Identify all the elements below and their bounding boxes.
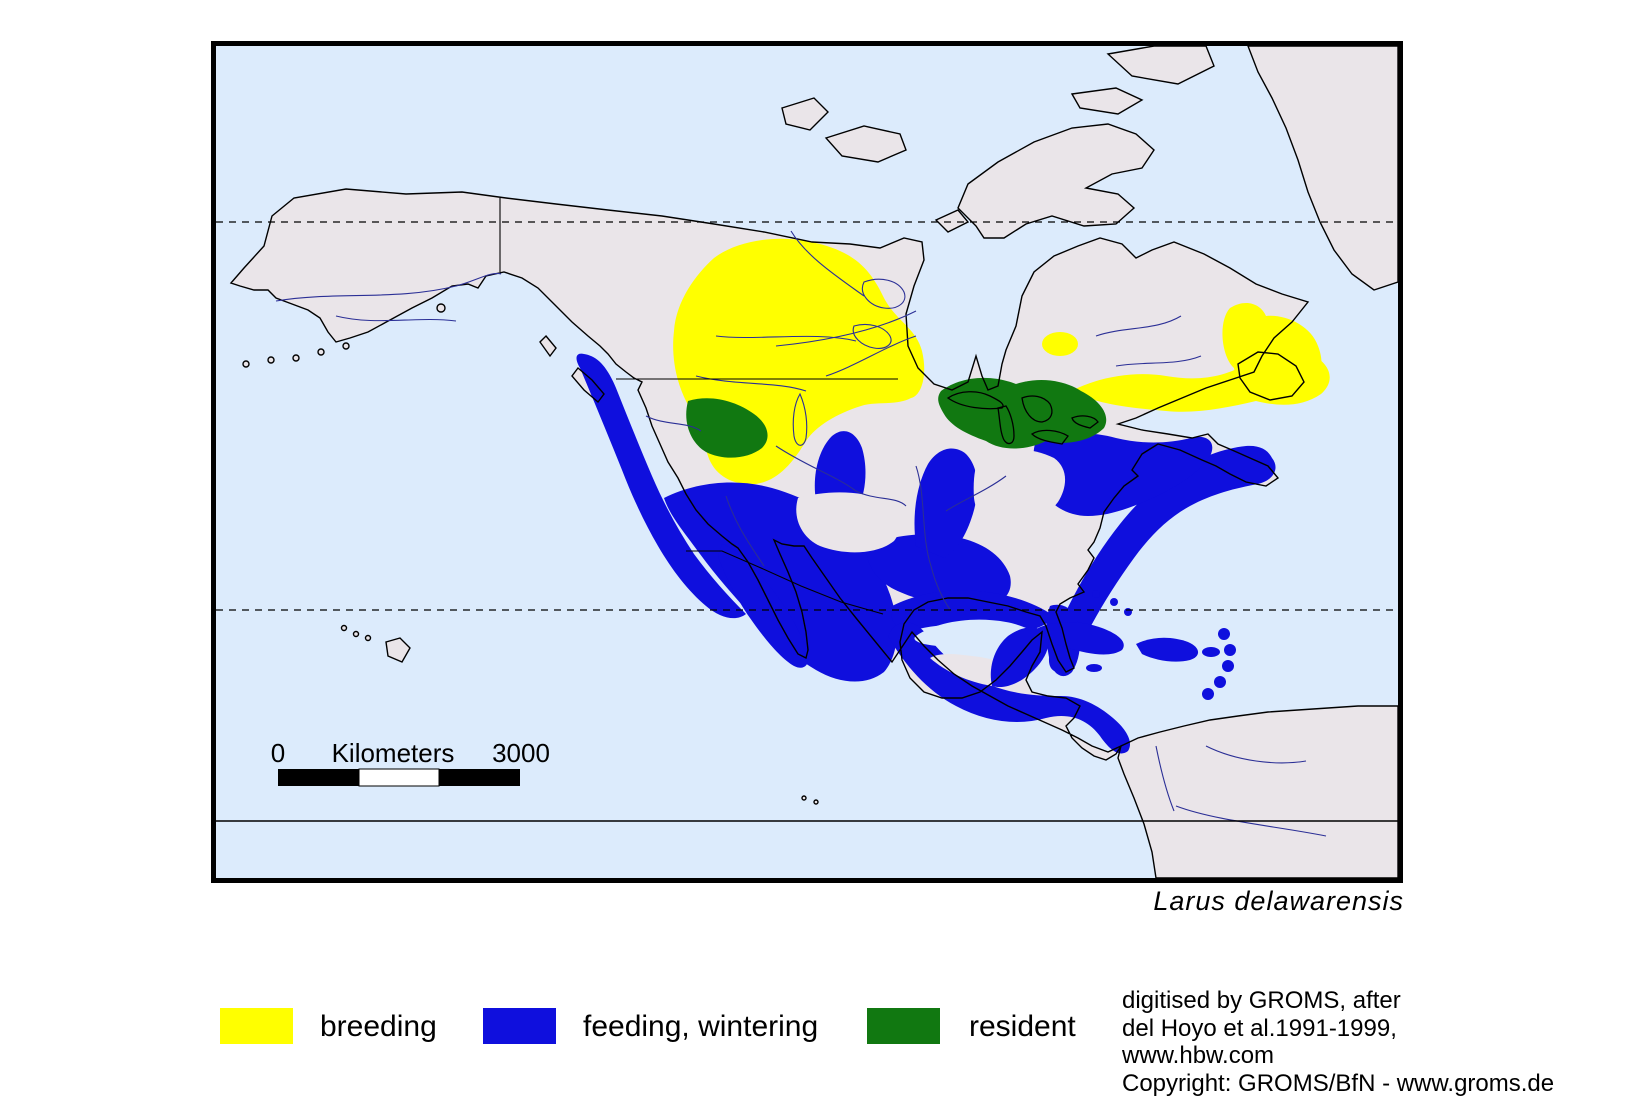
lake-michigan-outline — [997, 405, 1015, 445]
distribution-map-svg: 0 Kilometers 3000 — [216, 46, 1398, 878]
churchill-river — [775, 310, 917, 347]
wintering-baja — [718, 544, 809, 668]
nelson-river — [825, 335, 917, 377]
credits-block: digitised by GROMS, after del Hoyo et al… — [1122, 987, 1554, 1097]
lake-erie-outline — [1030, 429, 1069, 445]
gap-appalachia — [973, 449, 1066, 528]
wintering-bahamas — [1124, 608, 1132, 616]
wintering-puerto-rico — [1202, 647, 1220, 657]
gap-southern-plains — [796, 492, 900, 553]
breeding-patch-james-bay — [1042, 332, 1078, 356]
ohio-river — [945, 475, 1007, 512]
wintering-hispaniola — [1136, 637, 1199, 662]
latitude-lines — [216, 221, 1398, 822]
scale-end-label: 3000 — [492, 738, 550, 768]
colorado-river — [725, 495, 765, 567]
wintering-pacific-band — [576, 353, 746, 619]
magdalena-river — [1155, 745, 1175, 812]
peace-river — [715, 335, 857, 342]
scale-segment-2 — [358, 768, 440, 787]
resident-great-lakes-patch — [938, 377, 1107, 449]
legend-label-resident: resident — [969, 1010, 1076, 1043]
great-lakes-outlines — [946, 391, 1099, 445]
wintering-central-america — [888, 622, 1131, 754]
scale-segment-1 — [278, 769, 359, 786]
yukon-river — [275, 272, 502, 302]
wintering-antilles — [1214, 676, 1226, 688]
wintering-antilles — [1202, 688, 1214, 700]
credits-line-1: digitised by GROMS, after — [1122, 987, 1401, 1014]
scale-segment-3 — [439, 769, 520, 786]
great-bear-lake-outline — [862, 278, 906, 309]
legend-label-breeding: breeding — [320, 1010, 437, 1043]
resident-range-layer — [686, 377, 1107, 458]
scale-bar: 0 Kilometers 3000 — [271, 738, 550, 787]
kuskokwim-river — [335, 315, 457, 322]
orinoco-river — [1205, 745, 1307, 764]
mississippi-river — [915, 465, 952, 612]
mackenzie-river — [790, 230, 865, 297]
lake-winnipeg-outline — [792, 392, 808, 446]
wintering-range-layer — [576, 353, 1276, 754]
rivers-layer — [275, 230, 1327, 837]
lake-superior-outline — [946, 391, 1004, 410]
legend-swatch-feeding-wintering — [483, 1008, 556, 1044]
legend-label-feeding-wintering: feeding, wintering — [583, 1010, 819, 1043]
amazon-river — [1175, 805, 1327, 837]
legend-swatch-breeding — [220, 1008, 293, 1044]
quebec-river-2 — [1115, 355, 1202, 367]
columbia-river — [645, 415, 702, 432]
scale-start-label: 0 — [271, 738, 285, 768]
us-mexico-border — [686, 550, 884, 615]
wintering-jamaica — [1086, 664, 1102, 672]
wintering-bahamas — [1110, 598, 1118, 606]
wintering-northeast-fill — [1033, 433, 1213, 516]
scale-unit-label: Kilometers — [332, 738, 455, 768]
breeding-small-patch-west — [688, 331, 708, 345]
borders-layer — [499, 198, 898, 615]
credits-line-2: del Hoyo et al.1991-1999, — [1122, 1014, 1397, 1042]
wintering-cuba — [1038, 622, 1124, 655]
species-name-label: Larus delawarensis — [1153, 886, 1404, 916]
wintering-yucatan — [990, 627, 1049, 688]
wintering-antilles — [1222, 660, 1234, 672]
credits-line-3: www.hbw.com — [1122, 1042, 1275, 1069]
lake-huron-outline — [1021, 395, 1053, 423]
wintering-antilles — [1224, 644, 1236, 656]
legend-swatch-resident — [867, 1008, 940, 1044]
missouri-river — [775, 445, 907, 507]
wintering-bahamas — [1092, 590, 1100, 598]
resident-northwest-patch — [686, 398, 768, 458]
quebec-river-1 — [1095, 315, 1182, 337]
great-slave-lake-outline — [852, 323, 892, 349]
wintering-islands-layer — [990, 590, 1236, 700]
wintering-antilles — [1218, 628, 1230, 640]
map-frame: 0 Kilometers 3000 — [211, 41, 1403, 883]
lake-ontario-outline — [1071, 415, 1099, 429]
wintering-mississippi-valley — [866, 534, 1011, 606]
wintering-mississippi-tongue — [914, 448, 978, 558]
credits-line-4: Copyright: GROMS/BfN - www.groms.de — [1122, 1069, 1555, 1097]
